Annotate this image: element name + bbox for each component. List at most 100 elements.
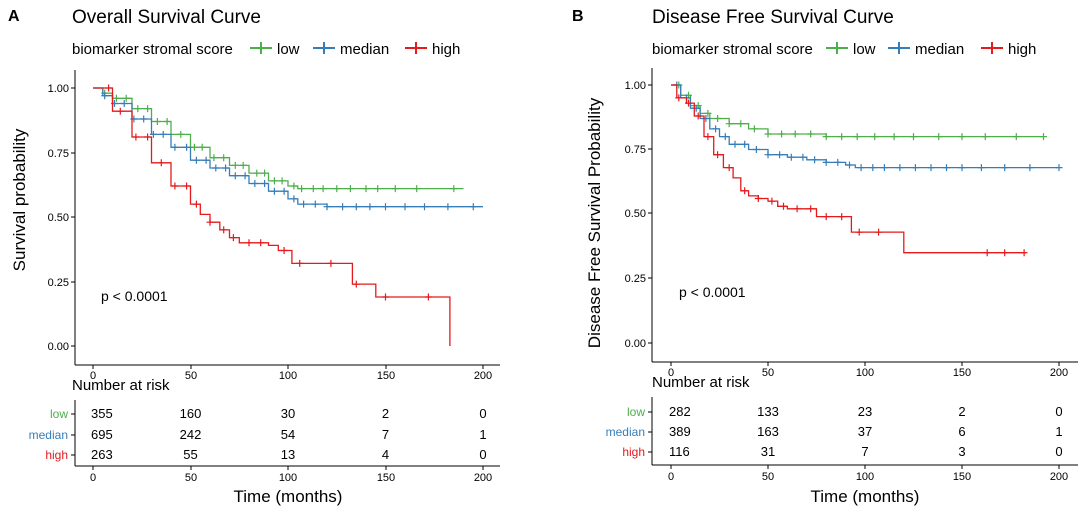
panel-a-censor-mark-low	[190, 143, 198, 151]
panel-a-risk-value-low: 0	[479, 406, 486, 421]
panel-b-censor-mark-high	[704, 133, 712, 141]
panel-b-y-ticks: 1.00 0.75 0.50 0.25 0.00	[625, 80, 646, 350]
panel-b-y-tick: 0.00	[625, 338, 646, 350]
panel-b-censor-mark-median	[712, 125, 720, 133]
panel-b-title: Disease Free Survival Curve	[652, 7, 894, 28]
panel-b-risk-value-low: 23	[858, 404, 872, 419]
panel-b-censor-mark-low	[737, 120, 745, 128]
panel-a-censor-mark-low	[163, 118, 171, 125]
panel-a-risk-value-median: 54	[281, 427, 295, 442]
panel-a-censor-mark-median	[202, 156, 210, 164]
panel-b-legend-key-high	[981, 42, 1003, 54]
panel-b-censor-mark-median	[880, 164, 888, 172]
panel-a-risk-label-high: high	[45, 448, 68, 462]
panel-a-censor-mark-median	[101, 92, 109, 100]
panel-b-risk-labels: low median high	[606, 405, 646, 459]
panel-b-censor-mark-low	[935, 133, 943, 141]
panel-b-risk-value-high: 116	[669, 444, 690, 459]
panel-a-y-tick: 0.25	[48, 277, 69, 289]
panel-b-censor-mark-high	[694, 112, 702, 120]
panel-a-risk-labels: low median high	[29, 407, 69, 462]
panel-a-censor-mark-median	[251, 180, 259, 187]
panel-a-curve-high	[93, 87, 451, 346]
panel-a-censor-mark-median	[401, 203, 409, 211]
panel-b-x-tick: 150	[953, 367, 971, 379]
panel-a-censor-mark-median	[280, 187, 288, 195]
panel-b-censor-mark-low	[871, 133, 879, 141]
panel-b-risk-label-high: high	[622, 445, 645, 459]
panel-a-censor-mark-low	[220, 154, 228, 162]
panel-b-axes	[648, 68, 1078, 366]
panel-a-censor-mark-low	[362, 185, 370, 193]
panel-a-y-tick: 0.75	[48, 148, 69, 160]
panel-b-risk-value-median: 1	[1055, 424, 1062, 439]
panel-a-risk-value-low: 160	[180, 406, 202, 421]
panel-a-censor-mark-high	[157, 159, 165, 167]
panel-b-legend-key-low	[826, 42, 848, 54]
panel-a-risk-value-high: 0	[479, 447, 486, 462]
panel-a-x-tick: 100	[279, 370, 297, 382]
panel-a-censor-mark-low	[374, 185, 382, 193]
panel-b-risk-value-low: 2	[958, 404, 965, 419]
panel-a-censor-mark-low	[333, 185, 341, 193]
panel-b-legend-low: low	[853, 41, 876, 58]
panel-a-legend-key-low	[250, 42, 272, 54]
panel-a-legend-title: biomarker stromal score	[72, 41, 233, 58]
panel-a-censor-mark-low	[346, 185, 354, 193]
panel-b-censor-mark-low	[1012, 133, 1020, 141]
panel-b-legend-high: high	[1008, 41, 1036, 58]
panel-a-censor-mark-low	[261, 169, 269, 177]
panel-b-risk-value-high: 31	[761, 444, 775, 459]
panel-a-censor-mark-median	[366, 203, 374, 211]
panel-b-censor-mark-median	[958, 164, 966, 172]
panel-a-censor-mark-low	[270, 177, 278, 185]
panel-b-censor-mark-median	[764, 151, 772, 159]
panel-b-censor-mark-low	[890, 133, 898, 141]
panel-a-title: Overall Survival Curve	[72, 7, 261, 28]
panel-a-censor-mark-high	[296, 259, 304, 267]
panel-b-censor-mark-low	[807, 130, 815, 138]
panel-a-y-tick: 0.50	[48, 212, 69, 224]
panel-b-censor-mark-median	[721, 133, 729, 141]
panel-a-y-ticks: 1.00 0.75 0.50 0.25 0.00	[48, 83, 69, 353]
panel-b-censor-mark-median	[911, 164, 919, 172]
panel-b-censor-mark-high	[807, 205, 815, 213]
panel-a-risk-value-low: 355	[91, 406, 113, 421]
panel-a-pvalue: p < 0.0001	[101, 288, 168, 304]
panel-a-censor-mark-high	[424, 293, 432, 301]
panel-a-y-tick: 0.00	[48, 341, 69, 353]
panel-a-censor-mark-median	[352, 203, 360, 211]
panel-a-censor-mark-median	[270, 187, 278, 195]
panel-b-risk-value-median: 163	[757, 424, 779, 439]
panel-a-risk-axes	[71, 400, 500, 470]
panel-a-censor-mark-median	[231, 172, 239, 180]
panel-a-risk-label-median: median	[29, 428, 68, 442]
panel-b-censor-mark-median	[741, 140, 749, 148]
panel-b-censor-mark-low	[958, 133, 966, 141]
panel-a-legend-key-high	[405, 42, 427, 54]
panel-a-legend-high: high	[432, 41, 460, 58]
panel-b-censor-mark-high	[780, 202, 787, 210]
panel-b-label: B	[572, 8, 584, 25]
panel-b-censor-mark-median	[731, 140, 739, 148]
panel-a-censor-mark-median	[444, 203, 452, 211]
panel-a-censor-mark-high	[144, 133, 152, 141]
panel-b-censor-mark-low	[853, 133, 861, 141]
panel-b-y-tick: 1.00	[625, 80, 646, 92]
panel-a-legend-low: low	[277, 41, 300, 58]
panel-a-censor-mark-low	[309, 185, 317, 193]
panel-b-x-tick: 50	[762, 367, 774, 379]
panel-b-pvalue: p < 0.0001	[679, 284, 746, 300]
panel-a-censor-mark-high	[327, 259, 335, 267]
panel-a-risk-value-median: 7	[382, 427, 389, 442]
panel-b-censor-mark-high	[685, 99, 692, 107]
panel-a-censor-mark-low	[239, 161, 247, 169]
panel-b-risk-x-tick: 150	[953, 471, 971, 483]
panel-b-risk-label-low: low	[627, 405, 645, 419]
panel-a-censor-mark-median	[261, 180, 269, 187]
panel-b-legend: biomarker stromal score low median high	[652, 41, 1036, 58]
panel-b-x-ticks: 0 50 100 150 200	[668, 367, 1068, 379]
panel-b-risk-x-tick: 100	[856, 471, 874, 483]
panel-b-risk-value-low: 0	[1055, 404, 1062, 419]
panel-a-censor-mark-low	[144, 105, 152, 113]
